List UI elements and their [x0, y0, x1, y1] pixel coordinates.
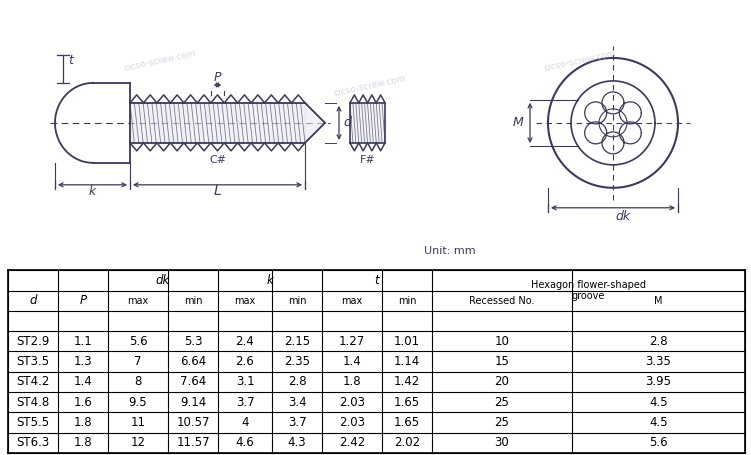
Text: 11: 11: [131, 416, 146, 429]
Text: Unit: mm: Unit: mm: [424, 246, 476, 256]
Polygon shape: [305, 103, 325, 143]
Text: 3.4: 3.4: [288, 396, 306, 409]
Text: 1.14: 1.14: [394, 355, 420, 368]
Text: t: t: [68, 54, 73, 67]
Text: 7: 7: [134, 355, 142, 368]
Text: 3.1: 3.1: [236, 375, 255, 389]
Text: 1.8: 1.8: [74, 436, 92, 449]
Text: 20: 20: [495, 375, 509, 389]
Text: 4.5: 4.5: [649, 416, 668, 429]
Text: C#: C#: [209, 155, 226, 165]
Text: 3.7: 3.7: [236, 396, 255, 409]
Text: dk: dk: [156, 274, 170, 287]
Text: 3.7: 3.7: [288, 416, 306, 429]
Polygon shape: [130, 103, 305, 143]
Text: d: d: [343, 116, 351, 129]
Text: k: k: [89, 185, 96, 198]
Text: 30: 30: [495, 436, 509, 449]
Text: 2.6: 2.6: [236, 355, 255, 368]
Text: 4.3: 4.3: [288, 436, 306, 449]
Text: 8: 8: [134, 375, 142, 389]
Text: ST5.5: ST5.5: [17, 416, 50, 429]
Text: 25: 25: [495, 396, 509, 409]
Text: 4: 4: [241, 416, 249, 429]
Text: 5.6: 5.6: [649, 436, 668, 449]
Text: 12: 12: [131, 436, 146, 449]
Text: cicso-screw.com: cicso-screw.com: [123, 49, 197, 73]
Text: 2.15: 2.15: [284, 335, 310, 348]
Text: 7.64: 7.64: [180, 375, 206, 389]
Text: cicso-screw.com: cicso-screw.com: [543, 49, 617, 73]
Text: 1.65: 1.65: [394, 396, 420, 409]
Text: ST4.8: ST4.8: [17, 396, 50, 409]
Text: min: min: [398, 296, 416, 306]
Text: 1.4: 1.4: [74, 375, 92, 389]
Text: F#: F#: [360, 155, 376, 165]
Text: P: P: [214, 71, 222, 84]
Text: 9.14: 9.14: [180, 396, 206, 409]
Text: ST2.9: ST2.9: [17, 335, 50, 348]
Text: 25: 25: [495, 416, 509, 429]
Text: ST4.2: ST4.2: [17, 375, 50, 389]
Text: max: max: [128, 296, 149, 306]
Text: 2.8: 2.8: [649, 335, 668, 348]
Text: 1.1: 1.1: [74, 335, 92, 348]
Text: ST3.5: ST3.5: [17, 355, 50, 368]
Text: d: d: [29, 294, 37, 307]
Text: min: min: [288, 296, 306, 306]
Text: cicso-screw.com: cicso-screw.com: [333, 74, 407, 98]
Text: 1.42: 1.42: [394, 375, 420, 389]
Text: M: M: [513, 116, 523, 129]
Text: 5.6: 5.6: [128, 335, 147, 348]
Text: 4.5: 4.5: [649, 396, 668, 409]
Text: 1.4: 1.4: [342, 355, 361, 368]
Text: 1.8: 1.8: [342, 375, 361, 389]
Text: M: M: [654, 296, 662, 306]
Text: 1.27: 1.27: [339, 335, 365, 348]
Text: 2.4: 2.4: [236, 335, 255, 348]
Text: 1.3: 1.3: [74, 355, 92, 368]
Text: 2.35: 2.35: [284, 355, 310, 368]
Text: k: k: [267, 274, 273, 287]
Text: 1.01: 1.01: [394, 335, 420, 348]
Text: 9.5: 9.5: [128, 396, 147, 409]
Text: max: max: [342, 296, 363, 306]
Text: ST6.3: ST6.3: [17, 436, 50, 449]
Text: 1.8: 1.8: [74, 416, 92, 429]
Text: 3.95: 3.95: [646, 375, 671, 389]
Text: L: L: [213, 184, 222, 198]
Text: 2.02: 2.02: [394, 436, 420, 449]
Text: 1.6: 1.6: [74, 396, 92, 409]
Text: 15: 15: [495, 355, 509, 368]
Text: 4.6: 4.6: [236, 436, 255, 449]
Text: 1.65: 1.65: [394, 416, 420, 429]
Text: 10: 10: [495, 335, 509, 348]
Text: dk: dk: [615, 210, 631, 223]
Text: 2.8: 2.8: [288, 375, 306, 389]
Text: t: t: [375, 274, 379, 287]
Text: 3.35: 3.35: [646, 355, 671, 368]
Text: 2.03: 2.03: [339, 416, 365, 429]
Text: 2.42: 2.42: [339, 436, 365, 449]
Polygon shape: [350, 103, 385, 143]
Text: 2.03: 2.03: [339, 396, 365, 409]
Text: 10.57: 10.57: [176, 416, 210, 429]
Text: Recessed No.: Recessed No.: [469, 296, 535, 306]
Text: max: max: [234, 296, 255, 306]
Text: 6.64: 6.64: [180, 355, 206, 368]
Text: 11.57: 11.57: [176, 436, 210, 449]
Text: min: min: [184, 296, 202, 306]
Text: P: P: [80, 294, 86, 307]
Text: 5.3: 5.3: [184, 335, 202, 348]
Text: Hexagon flower-shaped
groove: Hexagon flower-shaped groove: [531, 280, 646, 301]
